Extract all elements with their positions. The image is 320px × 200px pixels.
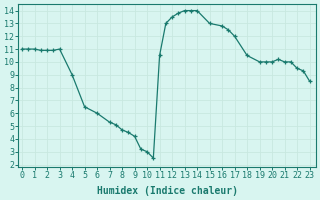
X-axis label: Humidex (Indice chaleur): Humidex (Indice chaleur) (97, 186, 237, 196)
